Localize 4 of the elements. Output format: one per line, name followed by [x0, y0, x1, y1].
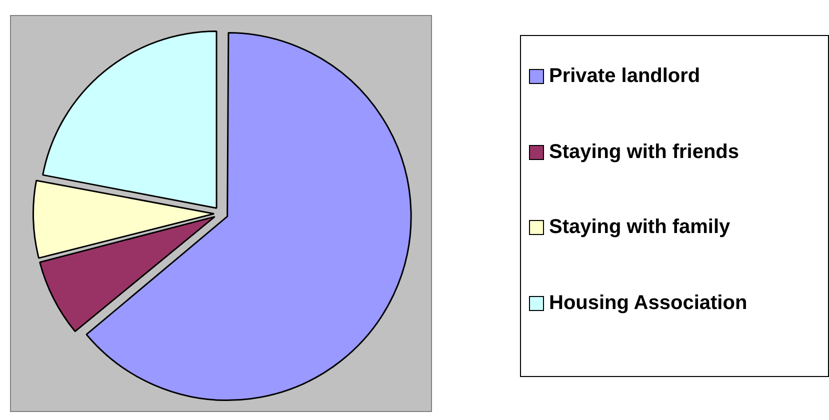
legend-label: Private landlord	[549, 64, 700, 88]
legend-label: Staying with friends	[549, 140, 740, 164]
legend-label: Staying with family	[549, 215, 730, 239]
legend-label: Housing Association	[549, 290, 748, 314]
